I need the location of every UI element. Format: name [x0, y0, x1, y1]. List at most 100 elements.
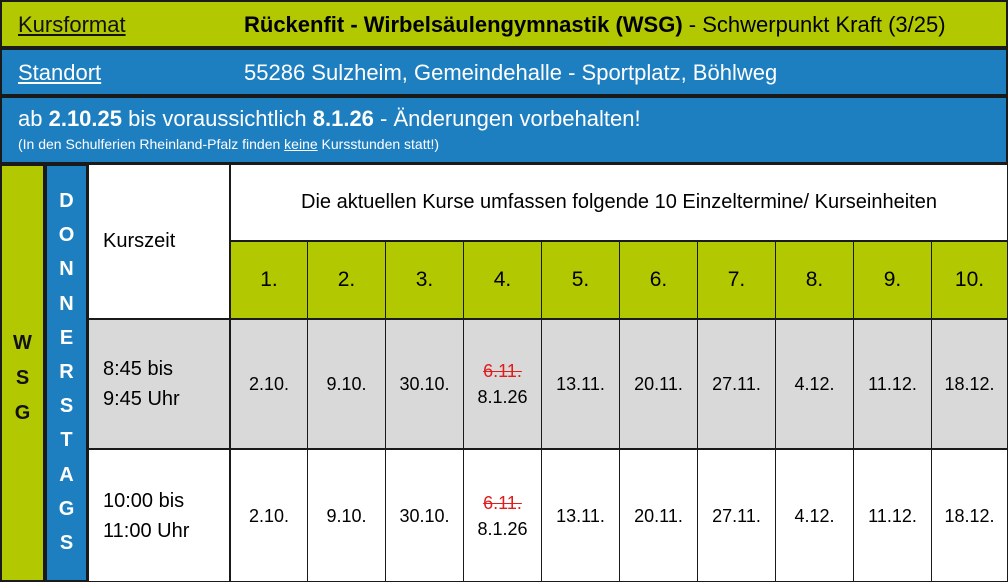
session-date-rescheduled: 6.11. 8.1.26: [463, 319, 542, 449]
session-date: 18.12.: [931, 319, 1008, 449]
weekday-letter: T: [60, 429, 73, 452]
course-code-letter: S: [15, 367, 30, 389]
session-number: 9.: [853, 241, 932, 319]
session-date: 9.10.: [307, 319, 386, 449]
session-number: 4.: [463, 241, 542, 319]
table-row: 2.10. 9.10. 30.10. 6.11. 8.1.26 13.11. 2…: [230, 449, 1008, 582]
session-date: 11.12.: [853, 319, 932, 449]
session-number: 6.: [619, 241, 698, 319]
session-number-text: 10.: [954, 268, 985, 291]
session-date-text: 13.11.: [556, 374, 605, 394]
standort-label: Standort: [18, 60, 102, 85]
weekday-letter: S: [59, 395, 74, 418]
session-date-text: 18.12.: [944, 374, 995, 394]
session-date: 4.12.: [775, 449, 854, 582]
holiday-note-emphasis: keine: [284, 136, 318, 152]
session-date-text: 2.10.: [248, 505, 290, 526]
date-range-line: ab 2.10.25 bis voraussichtlich 8.1.26 - …: [18, 106, 641, 132]
course-code-letter: W: [13, 332, 32, 354]
time-cell-morning: 8:45 bis 9:45 Uhr: [88, 319, 230, 449]
session-date-text: 30.10.: [399, 505, 450, 526]
weekday-letter: G: [58, 497, 75, 520]
session-date-text: 20.11.: [634, 505, 683, 526]
cancelled-date: 6.11.: [483, 492, 522, 513]
kursformat-row: Kursformat Rückenfit - Wirbelsäulengymna…: [0, 0, 1008, 48]
table-heading: Die aktuellen Kurse umfassen folgende 10…: [230, 164, 1008, 241]
session-date: 30.10.: [385, 319, 464, 449]
time-start: 10:00 bis: [103, 489, 185, 512]
session-date: 27.11.: [697, 319, 776, 449]
standort-row: Standort 55286 Sulzheim, Gemeindehalle -…: [0, 48, 1008, 96]
session-number-text: 3.: [415, 268, 434, 291]
session-date: 30.10.: [385, 449, 464, 582]
session-date-text: 9.10.: [326, 374, 367, 394]
session-date: 20.11.: [619, 449, 698, 582]
session-date: 2.10.: [230, 319, 308, 449]
weekday-letter: N: [59, 292, 74, 315]
session-number-text: 9.: [883, 268, 902, 291]
course-name: Rückenfit - Wirbelsäulengymnastik (WSG): [244, 12, 683, 37]
session-number: 2.: [307, 241, 386, 319]
session-date-text: 27.11.: [712, 374, 761, 394]
course-focus: - Schwerpunkt Kraft (3/25): [682, 12, 946, 37]
cancelled-date: 6.11.: [483, 361, 522, 381]
session-date-text: 2.10.: [248, 374, 290, 394]
session-date: 2.10.: [230, 449, 308, 582]
weekday-letter: E: [59, 326, 74, 349]
session-number-text: 4.: [493, 268, 512, 291]
time-range: 10:00 bis 11:00 Uhr: [103, 486, 189, 546]
weekday-letter: D: [59, 190, 74, 212]
weekday-letters: D O N N E R S T A G S: [47, 184, 86, 560]
replacement-date: 8.1.26: [477, 518, 528, 539]
session-date: 13.11.: [541, 319, 620, 449]
session-date-text: 4.12.: [794, 505, 835, 526]
notice-middle: bis voraussichtlich: [122, 106, 313, 131]
session-number-text: 2.: [337, 268, 356, 291]
date-notice: ab 2.10.25 bis voraussichtlich 8.1.26 - …: [0, 96, 1008, 164]
time-cell-late-morning: 10:00 bis 11:00 Uhr: [88, 449, 230, 582]
table-row: 2.10. 9.10. 30.10. 6.11. 8.1.26 13.11. 2…: [230, 319, 1008, 449]
time-range: 8:45 bis 9:45 Uhr: [103, 354, 180, 414]
session-number: 1.: [230, 241, 308, 319]
session-date-text: 11.12.: [868, 505, 917, 526]
session-date-text: 27.11.: [712, 505, 761, 526]
kurszeit-header: Kurszeit: [88, 164, 230, 319]
weekday-letter: S: [59, 532, 74, 555]
weekday-letter: A: [59, 463, 74, 486]
session-number-text: 8.: [805, 268, 824, 291]
kursformat-label: Kursformat: [18, 12, 126, 37]
weekday-letter: N: [59, 258, 74, 281]
session-date-text: 4.12.: [794, 374, 835, 394]
session-number-text: 1.: [260, 268, 278, 291]
weekday-column: D O N N E R S T A G S: [45, 164, 88, 582]
session-date-text: 30.10.: [399, 374, 450, 394]
notice-suffix: - Änderungen vorbehalten!: [373, 106, 641, 131]
notice-prefix: ab: [18, 106, 49, 131]
session-number-row: 1. 2. 3. 4. 5. 6. 7. 8. 9. 10.: [230, 241, 1008, 319]
session-date-text: 13.11.: [556, 505, 605, 526]
session-number-text: 6.: [649, 268, 668, 291]
replacement-date: 8.1.26: [477, 387, 528, 407]
session-number: 10.: [931, 241, 1008, 319]
session-number-text: 7.: [727, 268, 746, 291]
holiday-note-suffix: Kursstunden statt!): [317, 136, 440, 152]
holiday-note: (In den Schulferien Rheinland-Pfalz find…: [18, 136, 439, 152]
time-end: 9:45 Uhr: [103, 388, 180, 410]
standort-value: 55286 Sulzheim, Gemeindehalle - Sportpla…: [244, 60, 778, 85]
table-heading-text: Die aktuellen Kurse umfassen folgende 10…: [301, 191, 937, 213]
kurszeit-label: Kurszeit: [103, 230, 176, 252]
session-date-text: 20.11.: [634, 374, 683, 394]
time-end: 11:00 Uhr: [103, 519, 190, 542]
session-date: 18.12.: [931, 449, 1008, 582]
time-start: 8:45 bis: [103, 358, 174, 380]
session-number: 3.: [385, 241, 464, 319]
session-number: 5.: [541, 241, 620, 319]
course-code-letters: W S G: [2, 326, 43, 431]
weekday-letter: O: [58, 224, 75, 247]
course-code-column: W S G: [0, 164, 45, 582]
holiday-note-prefix: (In den Schulferien Rheinland-Pfalz find…: [18, 136, 285, 152]
session-number: 8.: [775, 241, 854, 319]
session-date: 27.11.: [697, 449, 776, 582]
session-date-text: 9.10.: [326, 505, 367, 526]
